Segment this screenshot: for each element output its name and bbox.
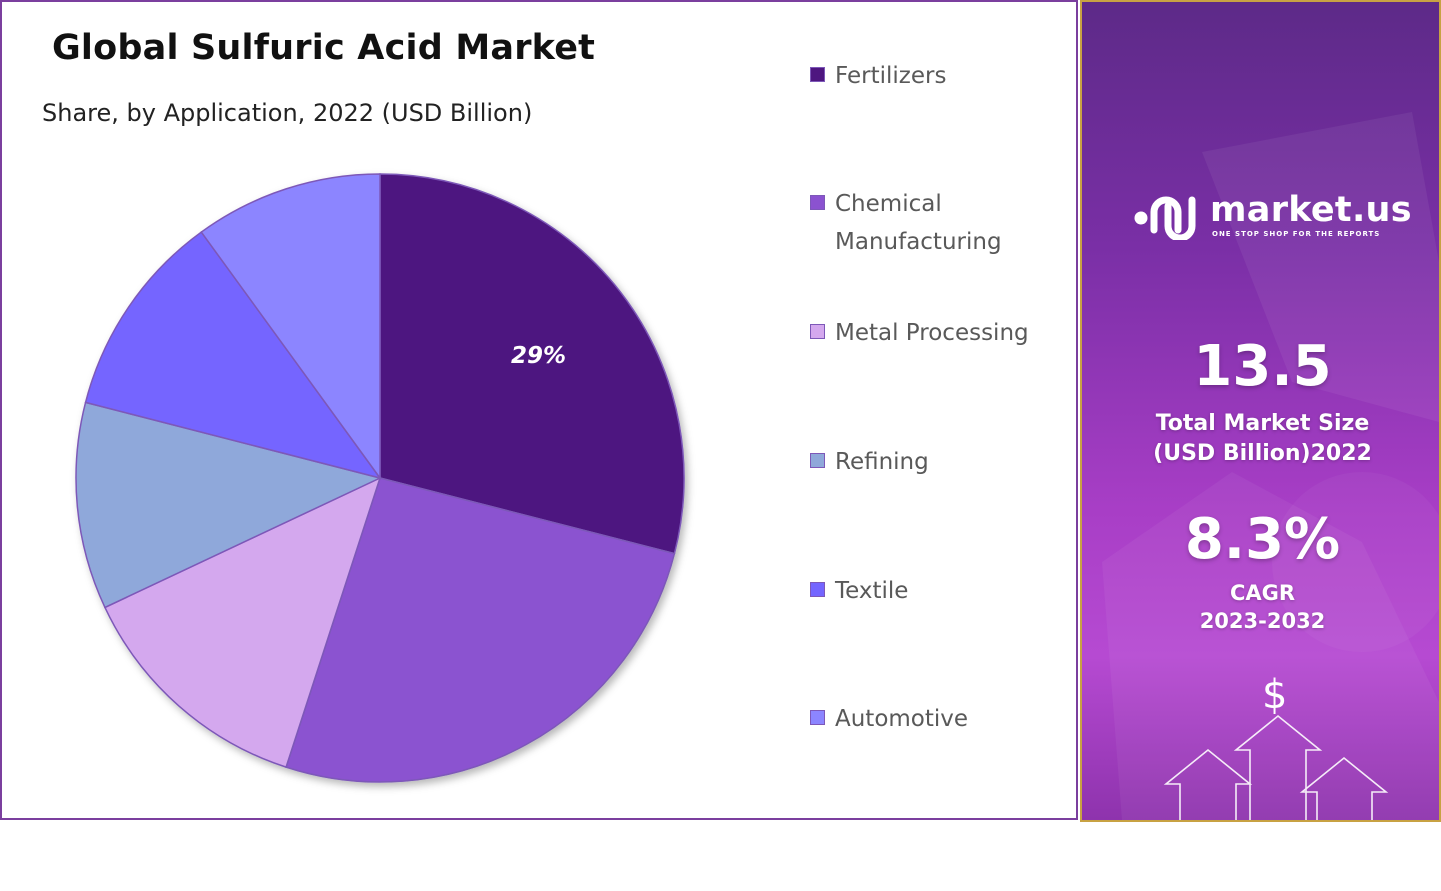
brand-tagline: ONE STOP SHOP FOR THE REPORTS (1212, 230, 1381, 238)
market-size-label: Total Market Size (USD Billion)2022 (1082, 409, 1439, 469)
legend-label: Textile (835, 578, 909, 604)
legend-item-fertilizers: Fertilizers (810, 57, 1065, 95)
cagr-label-line2: 2023-2032 (1199, 609, 1326, 633)
legend-item-refining: Refining (810, 443, 1065, 481)
market-size-label-line1: Total Market Size (1155, 411, 1370, 436)
legend-label: Chemical Manufacturing (835, 191, 1002, 255)
legend-item-chemical-manufacturing: Chemical Manufacturing (810, 185, 1065, 261)
chart-title: Global Sulfuric Acid Market (52, 28, 596, 68)
legend-item-automotive: Automotive (810, 700, 1065, 738)
pie-chart: 29% (75, 173, 685, 783)
pie-slice-automotive (200, 173, 381, 481)
pie-slice-metal-processing (103, 476, 382, 769)
legend-label: Metal Processing (835, 320, 1029, 346)
cagr-label-line1: CAGR (1229, 581, 1296, 605)
legend-label: Refining (835, 449, 929, 475)
pie-slice-textile (84, 231, 382, 480)
pie-data-label: 29% (511, 343, 566, 369)
dollar-icon: $ (1262, 672, 1288, 718)
pie-slice-chemical-manufacturing (285, 477, 676, 783)
chart-panel: Global Sulfuric Acid Market Share, by Ap… (0, 0, 1078, 820)
pie-slice-fertilizers (379, 173, 685, 555)
legend-label: Fertilizers (835, 63, 947, 89)
legend-item-textile: Textile (810, 572, 1065, 610)
brand-logo-icon (1134, 196, 1196, 240)
legend-item-metal-processing: Metal Processing (810, 314, 1065, 352)
legend-swatch (810, 195, 825, 210)
background-decoration (1102, 112, 1439, 820)
pie-slice-refining (75, 401, 383, 609)
cagr-value: 8.3% (1184, 507, 1341, 572)
legend-label: Automotive (835, 706, 969, 732)
legend-swatch (810, 710, 825, 725)
market-size-label-line2: (USD Billion)2022 (1153, 441, 1372, 466)
brand-name: market.us (1210, 190, 1412, 230)
chart-subtitle: Share, by Application, 2022 (USD Billion… (42, 99, 533, 127)
side-panel: market.us ONE STOP SHOP FOR THE REPORTS … (1080, 0, 1441, 822)
cagr-label: CAGR 2023-2032 (1082, 579, 1439, 635)
legend-swatch (810, 324, 825, 339)
legend-swatch (810, 67, 825, 82)
market-size-value: 13.5 (1193, 334, 1332, 399)
legend-swatch (810, 453, 825, 468)
legend-swatch (810, 582, 825, 597)
